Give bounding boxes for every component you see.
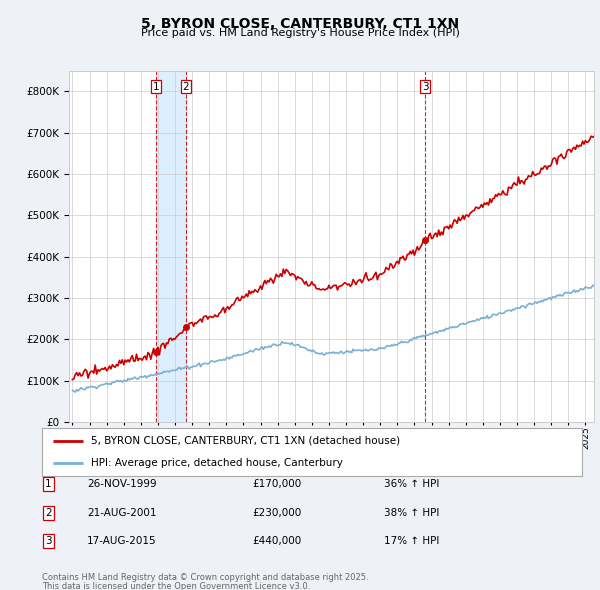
Text: 2: 2 xyxy=(45,508,52,517)
Text: 1: 1 xyxy=(153,81,160,91)
Text: Contains HM Land Registry data © Crown copyright and database right 2025.: Contains HM Land Registry data © Crown c… xyxy=(42,573,368,582)
Text: £440,000: £440,000 xyxy=(252,536,301,546)
Text: 1: 1 xyxy=(45,480,52,489)
Bar xyxy=(156,71,186,422)
Text: 17-AUG-2015: 17-AUG-2015 xyxy=(87,536,157,546)
Text: HPI: Average price, detached house, Canterbury: HPI: Average price, detached house, Cant… xyxy=(91,458,343,468)
Text: 36% ↑ HPI: 36% ↑ HPI xyxy=(384,480,439,489)
Text: 17% ↑ HPI: 17% ↑ HPI xyxy=(384,536,439,546)
Text: £230,000: £230,000 xyxy=(252,508,301,517)
Text: This data is licensed under the Open Government Licence v3.0.: This data is licensed under the Open Gov… xyxy=(42,582,310,590)
Text: £170,000: £170,000 xyxy=(252,480,301,489)
Text: 2: 2 xyxy=(182,81,189,91)
Text: 5, BYRON CLOSE, CANTERBURY, CT1 1XN (detached house): 5, BYRON CLOSE, CANTERBURY, CT1 1XN (det… xyxy=(91,436,400,446)
Text: Price paid vs. HM Land Registry's House Price Index (HPI): Price paid vs. HM Land Registry's House … xyxy=(140,28,460,38)
Text: 21-AUG-2001: 21-AUG-2001 xyxy=(87,508,157,517)
Text: 3: 3 xyxy=(45,536,52,546)
Text: 5, BYRON CLOSE, CANTERBURY, CT1 1XN: 5, BYRON CLOSE, CANTERBURY, CT1 1XN xyxy=(141,17,459,31)
Text: 38% ↑ HPI: 38% ↑ HPI xyxy=(384,508,439,517)
Text: 3: 3 xyxy=(422,81,428,91)
Text: 26-NOV-1999: 26-NOV-1999 xyxy=(87,480,157,489)
